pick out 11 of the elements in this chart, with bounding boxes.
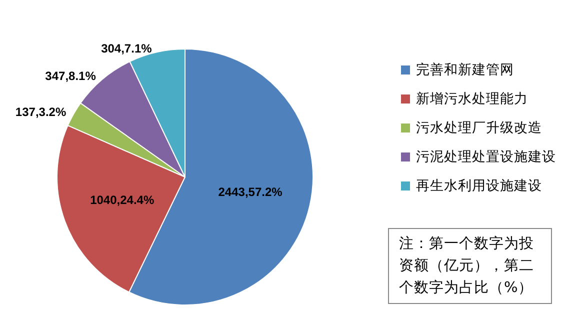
data-label: 304,7.1% [101, 41, 152, 56]
legend-label: 污水处理厂升级改造 [416, 120, 542, 136]
data-label: 137,3.2% [15, 104, 66, 119]
legend-label: 再生水利用设施建设 [416, 178, 542, 194]
legend-label: 完善和新建管网 [416, 61, 514, 78]
data-label: 1040,24.4% [90, 193, 154, 208]
legend-label: 污泥处理处置设施建设 [416, 149, 556, 165]
legend-label: 新增污水处理能力 [416, 91, 528, 107]
data-label: 347,8.1% [45, 69, 96, 84]
text: 注：第一个数字为投资额（亿元），第二个数字为占比（%） [388, 228, 552, 304]
data-label: 2443,57.2% [218, 185, 283, 200]
